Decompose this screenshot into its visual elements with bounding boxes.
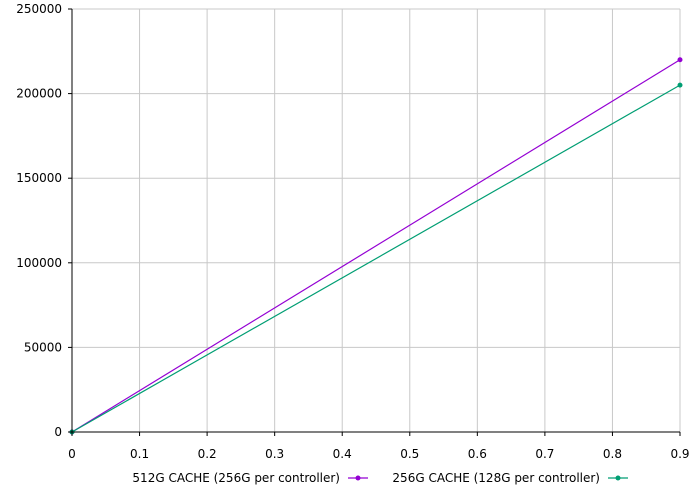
legend-swatch-marker-2 xyxy=(615,475,621,481)
y-tick-label: 100000 xyxy=(16,256,62,270)
x-tick-label: 0.5 xyxy=(400,447,419,461)
legend-label-1: 512G CACHE (256G per controller) xyxy=(132,471,340,485)
x-tick-label: 0 xyxy=(68,447,76,461)
x-tick-label: 0.7 xyxy=(535,447,554,461)
series-line-2 xyxy=(71,84,681,433)
legend-swatch-marker-1 xyxy=(355,475,361,481)
x-tick-label: 0.6 xyxy=(468,447,487,461)
x-tick-label: 0.2 xyxy=(198,447,217,461)
x-tick-label: 0.4 xyxy=(333,447,352,461)
x-tick-label: 0.1 xyxy=(130,447,149,461)
x-tick-label: 0.8 xyxy=(603,447,622,461)
series-line-1 xyxy=(71,59,681,433)
data-point xyxy=(677,82,683,88)
y-tick-label: 200000 xyxy=(16,87,62,101)
series-lines xyxy=(69,57,683,435)
tick-labels: 0 0.1 0.2 0.3 0.4 0.5 0.6 0.7 0.8 0.9 0 50000 100000… xyxy=(16,2,689,461)
y-tick-label: 250000 xyxy=(16,2,62,16)
legend-label-2: 256G CACHE (128G per controller) xyxy=(392,471,600,485)
legend: 512G CACHE (256G per controller) 256G CAC… xyxy=(132,471,628,485)
x-tick-label: 0.3 xyxy=(265,447,284,461)
y-tick-label: 0 xyxy=(54,425,62,439)
data-point xyxy=(677,57,683,63)
y-tick-label: 50000 xyxy=(24,340,62,354)
y-tick-label: 150000 xyxy=(16,171,62,185)
grid-lines xyxy=(71,8,681,433)
axes xyxy=(68,8,681,436)
x-tick-label: 0.9 xyxy=(670,447,689,461)
